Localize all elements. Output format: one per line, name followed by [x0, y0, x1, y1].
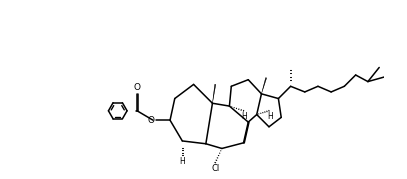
Polygon shape — [261, 78, 267, 94]
Text: Cl: Cl — [211, 164, 219, 173]
Text: H: H — [267, 112, 273, 121]
Text: O: O — [147, 116, 155, 125]
Polygon shape — [212, 84, 216, 103]
Text: O: O — [134, 83, 141, 92]
Text: H: H — [179, 157, 185, 166]
Text: H: H — [241, 112, 247, 121]
